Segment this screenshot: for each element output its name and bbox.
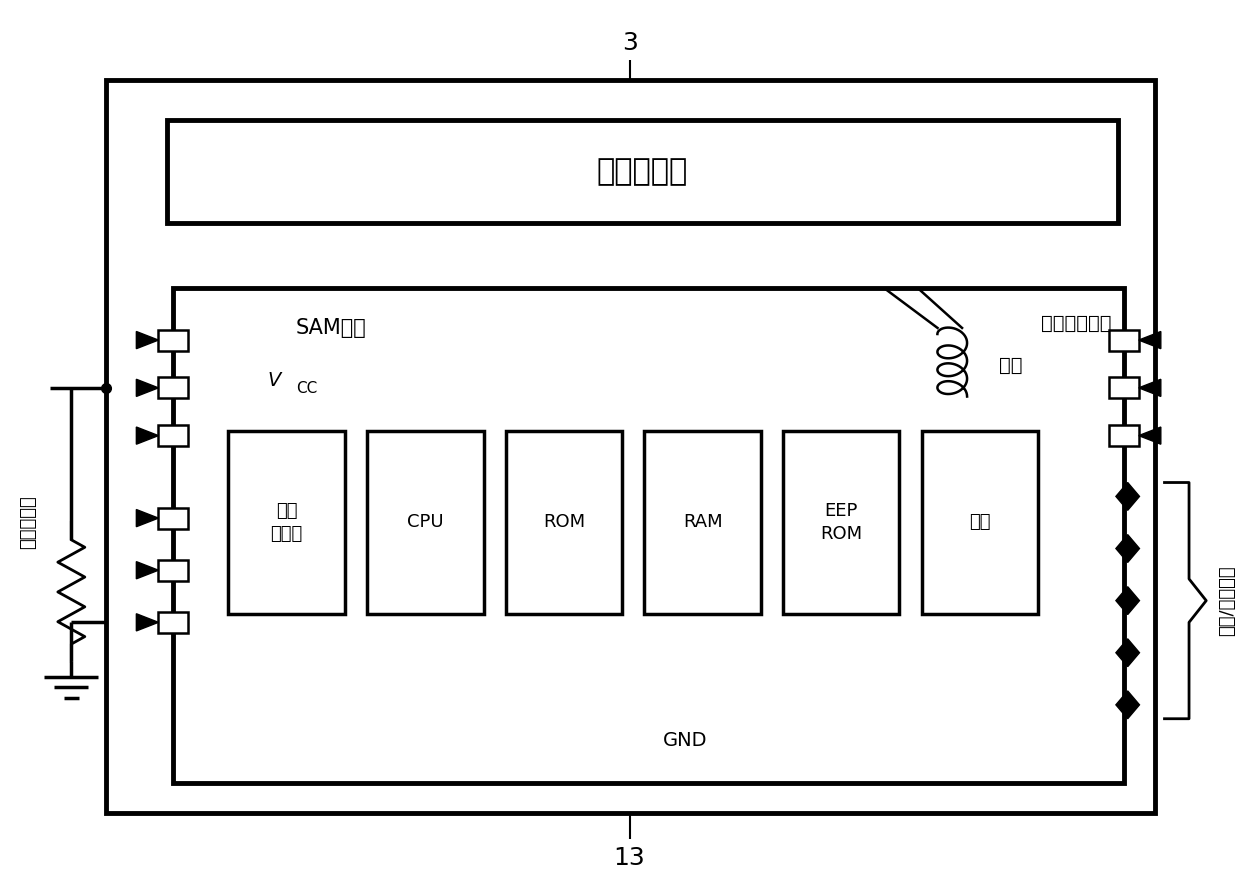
Bar	[159, 377, 188, 398]
Text: 线圈: 线圈	[999, 356, 1022, 374]
Bar	[1110, 330, 1138, 351]
Text: EEP
ROM: EEP ROM	[820, 503, 862, 543]
Text: 13: 13	[614, 846, 646, 870]
Polygon shape	[1138, 379, 1161, 396]
Polygon shape	[136, 332, 159, 349]
Bar	[159, 560, 188, 581]
Bar	[921, 431, 1038, 614]
Text: 图案生成器: 图案生成器	[596, 157, 688, 186]
Text: CC: CC	[296, 381, 317, 396]
Text: CPU: CPU	[407, 513, 444, 531]
Polygon shape	[1116, 638, 1140, 667]
Polygon shape	[1116, 482, 1140, 510]
Polygon shape	[136, 379, 159, 396]
Polygon shape	[1116, 535, 1140, 562]
Bar	[228, 431, 345, 614]
Polygon shape	[1138, 427, 1161, 445]
Polygon shape	[136, 614, 159, 631]
Polygon shape	[1138, 332, 1161, 349]
Text: 噪声被叠加: 噪声被叠加	[20, 496, 37, 549]
Bar	[1110, 425, 1138, 446]
Text: RAM: RAM	[683, 513, 723, 531]
Text: ROM: ROM	[543, 513, 585, 531]
Bar	[174, 288, 1123, 783]
Text: SAM芯片: SAM芯片	[296, 318, 367, 339]
Bar	[159, 425, 188, 446]
Text: 3: 3	[621, 32, 637, 55]
Bar	[159, 330, 188, 351]
Bar	[645, 431, 761, 614]
Bar	[1110, 377, 1138, 398]
Text: V: V	[267, 371, 280, 389]
Polygon shape	[136, 561, 159, 579]
Text: 加密: 加密	[970, 513, 991, 531]
Text: 噪声
电流源: 噪声 电流源	[270, 503, 303, 543]
Polygon shape	[136, 510, 159, 527]
Bar	[782, 431, 899, 614]
Text: GND: GND	[663, 731, 708, 750]
Polygon shape	[136, 427, 159, 445]
Polygon shape	[1116, 691, 1140, 719]
Bar	[159, 508, 188, 529]
Polygon shape	[1116, 587, 1140, 615]
Bar	[506, 431, 622, 614]
Bar	[105, 80, 1154, 813]
Text: 噪声未被叠加: 噪声未被叠加	[1042, 314, 1112, 333]
Bar	[367, 431, 484, 614]
Text: 输入/输出管脚: 输入/输出管脚	[1219, 566, 1236, 636]
Bar	[159, 612, 188, 633]
Bar	[167, 120, 1118, 223]
